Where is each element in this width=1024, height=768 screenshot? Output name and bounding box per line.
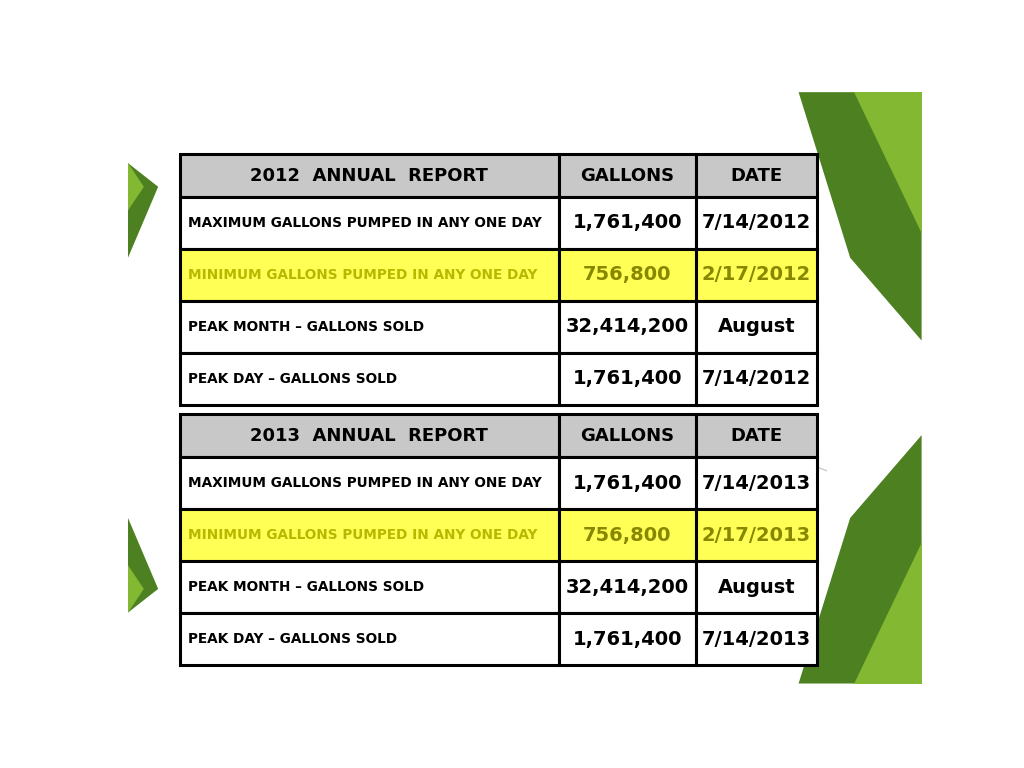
- Bar: [179, 509, 559, 561]
- Bar: [559, 301, 695, 353]
- Polygon shape: [799, 92, 922, 340]
- Text: DATE: DATE: [730, 167, 782, 184]
- Text: PEAK DAY – GALLONS SOLD: PEAK DAY – GALLONS SOLD: [187, 372, 396, 386]
- Text: 7/14/2013: 7/14/2013: [701, 474, 811, 492]
- Text: GALLONS: GALLONS: [581, 167, 675, 184]
- Text: MAXIMUM GALLONS PUMPED IN ANY ONE DAY: MAXIMUM GALLONS PUMPED IN ANY ONE DAY: [187, 216, 542, 230]
- Polygon shape: [854, 92, 922, 234]
- Text: MINIMUM GALLONS PUMPED IN ANY ONE DAY: MINIMUM GALLONS PUMPED IN ANY ONE DAY: [187, 528, 537, 542]
- Text: August: August: [718, 317, 795, 336]
- Bar: [179, 561, 559, 613]
- Polygon shape: [128, 565, 143, 613]
- Text: 1,761,400: 1,761,400: [572, 214, 682, 233]
- Bar: [559, 509, 695, 561]
- Text: 7/14/2012: 7/14/2012: [701, 214, 811, 233]
- Bar: [695, 561, 817, 613]
- Text: 7/14/2012: 7/14/2012: [701, 369, 811, 389]
- Bar: [179, 353, 559, 405]
- Text: PEAK DAY – GALLONS SOLD: PEAK DAY – GALLONS SOLD: [187, 632, 396, 646]
- Text: 2013  ANNUAL  REPORT: 2013 ANNUAL REPORT: [250, 427, 488, 445]
- Bar: [695, 353, 817, 405]
- Polygon shape: [128, 163, 158, 258]
- Polygon shape: [854, 541, 922, 684]
- Bar: [559, 154, 695, 197]
- Bar: [179, 457, 559, 509]
- Bar: [179, 613, 559, 665]
- Bar: [179, 154, 559, 197]
- Text: MINIMUM GALLONS PUMPED IN ANY ONE DAY: MINIMUM GALLONS PUMPED IN ANY ONE DAY: [187, 268, 537, 282]
- Text: 2012  ANNUAL  REPORT: 2012 ANNUAL REPORT: [250, 167, 488, 184]
- Text: PEAK MONTH – GALLONS SOLD: PEAK MONTH – GALLONS SOLD: [187, 320, 424, 334]
- Bar: [695, 509, 817, 561]
- Bar: [559, 249, 695, 301]
- Bar: [559, 415, 695, 457]
- Bar: [695, 457, 817, 509]
- Text: August: August: [718, 578, 795, 597]
- Bar: [179, 197, 559, 249]
- Bar: [695, 301, 817, 353]
- Bar: [559, 613, 695, 665]
- Bar: [695, 154, 817, 197]
- Bar: [695, 613, 817, 665]
- Text: 756,800: 756,800: [583, 266, 672, 284]
- Bar: [695, 197, 817, 249]
- Text: 2/17/2012: 2/17/2012: [701, 266, 811, 284]
- Polygon shape: [128, 518, 158, 613]
- Text: 1,761,400: 1,761,400: [572, 474, 682, 492]
- Bar: [695, 415, 817, 457]
- Text: PEAK MONTH – GALLONS SOLD: PEAK MONTH – GALLONS SOLD: [187, 580, 424, 594]
- Text: 32,414,200: 32,414,200: [565, 578, 689, 597]
- Text: 756,800: 756,800: [583, 525, 672, 545]
- Text: 2/17/2013: 2/17/2013: [701, 525, 811, 545]
- Bar: [559, 353, 695, 405]
- Text: MAXIMUM GALLONS PUMPED IN ANY ONE DAY: MAXIMUM GALLONS PUMPED IN ANY ONE DAY: [187, 476, 542, 490]
- Bar: [559, 561, 695, 613]
- Text: 1,761,400: 1,761,400: [572, 369, 682, 389]
- Bar: [179, 415, 559, 457]
- Text: 7/14/2013: 7/14/2013: [701, 630, 811, 649]
- Bar: [559, 197, 695, 249]
- Polygon shape: [799, 435, 922, 684]
- Text: 1,761,400: 1,761,400: [572, 630, 682, 649]
- Bar: [559, 457, 695, 509]
- Bar: [179, 249, 559, 301]
- Text: 32,414,200: 32,414,200: [565, 317, 689, 336]
- Text: GALLONS: GALLONS: [581, 427, 675, 445]
- Bar: [695, 249, 817, 301]
- Polygon shape: [128, 163, 143, 210]
- Bar: [179, 301, 559, 353]
- Text: DATE: DATE: [730, 427, 782, 445]
